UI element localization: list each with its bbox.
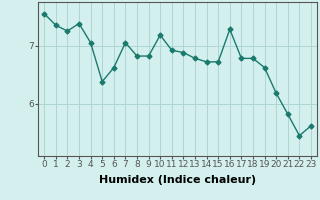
X-axis label: Humidex (Indice chaleur): Humidex (Indice chaleur): [99, 175, 256, 185]
